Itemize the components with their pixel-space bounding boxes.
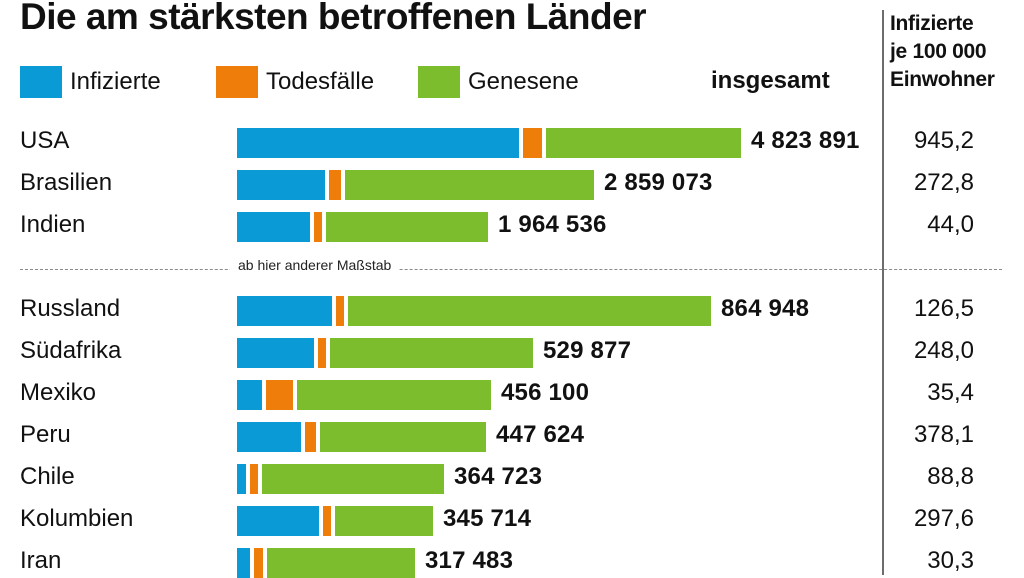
bar-infected bbox=[237, 170, 325, 200]
bar-infected bbox=[237, 422, 301, 452]
country-label: USA bbox=[20, 127, 70, 154]
legend-label-recovered: Genesene bbox=[468, 68, 579, 95]
total-value: 864 948 bbox=[721, 295, 810, 322]
bar-infected bbox=[237, 506, 319, 536]
bar-recovered bbox=[297, 380, 491, 410]
bar-recovered bbox=[326, 212, 488, 242]
total-value: 529 877 bbox=[543, 337, 632, 364]
total-value: 1 964 536 bbox=[498, 211, 607, 238]
bar-deaths bbox=[250, 464, 258, 494]
bar-recovered bbox=[335, 506, 433, 536]
bar-infected bbox=[237, 296, 332, 326]
total-value: 4 823 891 bbox=[751, 127, 860, 154]
bar-deaths bbox=[254, 548, 263, 578]
country-label: Chile bbox=[20, 463, 75, 490]
country-label: Südafrika bbox=[20, 337, 122, 364]
legend-item-recovered: Genesene bbox=[418, 66, 579, 98]
total-value: 2 859 073 bbox=[604, 169, 713, 196]
per100k-value: 126,5 bbox=[913, 295, 974, 322]
scale-separator bbox=[20, 269, 1002, 270]
chart-title: Die am stärksten betroffenen Länder bbox=[20, 0, 647, 37]
bar-deaths bbox=[266, 380, 293, 410]
per100k-value: 30,3 bbox=[927, 547, 974, 574]
bar-deaths bbox=[305, 422, 316, 452]
bar-recovered bbox=[320, 422, 486, 452]
legend-label-infected: Infizierte bbox=[70, 68, 161, 95]
bar-deaths bbox=[323, 506, 331, 536]
bar-recovered bbox=[348, 296, 711, 326]
bar-deaths bbox=[314, 212, 322, 242]
bar-infected bbox=[237, 464, 246, 494]
bar-recovered bbox=[267, 548, 415, 578]
bar-deaths bbox=[318, 338, 326, 368]
bar-infected bbox=[237, 212, 310, 242]
per100k-value: 297,6 bbox=[913, 505, 974, 532]
bar-infected bbox=[237, 338, 314, 368]
bar-recovered bbox=[546, 128, 741, 158]
per100k-header-line-1: Infizierte bbox=[890, 12, 974, 35]
scale-note: ab hier anderer Maßstab bbox=[230, 257, 400, 273]
legend-swatch-deaths bbox=[216, 66, 258, 98]
per100k-value: 248,0 bbox=[913, 337, 974, 364]
country-label: Kolumbien bbox=[20, 505, 134, 532]
country-label: Brasilien bbox=[20, 169, 113, 196]
legend-swatch-infected bbox=[20, 66, 62, 98]
per100k-column-header: Infizierte je 100 000 Einwohner bbox=[890, 10, 1020, 94]
per100k-value: 945,2 bbox=[913, 127, 974, 154]
bar-infected bbox=[237, 128, 519, 158]
bar-infected bbox=[237, 548, 250, 578]
country-label: Mexiko bbox=[20, 379, 97, 406]
country-label: Russland bbox=[20, 295, 121, 322]
bar-recovered bbox=[262, 464, 444, 494]
per100k-value: 88,8 bbox=[927, 463, 974, 490]
total-value: 364 723 bbox=[454, 463, 543, 490]
per100k-value: 35,4 bbox=[927, 379, 974, 406]
per100k-header-line-2: je 100 000 bbox=[890, 40, 987, 63]
bar-deaths bbox=[523, 128, 542, 158]
bar-infected bbox=[237, 380, 262, 410]
bar-deaths bbox=[336, 296, 344, 326]
legend-label-deaths: Todesfälle bbox=[266, 68, 375, 95]
total-value: 345 714 bbox=[443, 505, 532, 532]
total-value: 456 100 bbox=[501, 379, 590, 406]
legend-swatch-recovered bbox=[418, 66, 460, 98]
per100k-value: 272,8 bbox=[913, 169, 974, 196]
country-label: Indien bbox=[20, 211, 86, 238]
bar-recovered bbox=[330, 338, 533, 368]
country-label: Iran bbox=[20, 547, 62, 574]
column-divider bbox=[882, 10, 884, 575]
legend-item-infected: Infizierte bbox=[20, 66, 161, 98]
country-label: Peru bbox=[20, 421, 71, 448]
per100k-value: 44,0 bbox=[927, 211, 974, 238]
bar-recovered bbox=[345, 170, 594, 200]
bar-deaths bbox=[329, 170, 341, 200]
per100k-value: 378,1 bbox=[913, 421, 974, 448]
total-value: 317 483 bbox=[425, 547, 514, 574]
per100k-header-line-3: Einwohner bbox=[890, 68, 995, 91]
total-value: 447 624 bbox=[496, 421, 585, 448]
total-column-header: insgesamt bbox=[711, 67, 830, 94]
legend-item-deaths: Todesfälle bbox=[216, 66, 374, 98]
